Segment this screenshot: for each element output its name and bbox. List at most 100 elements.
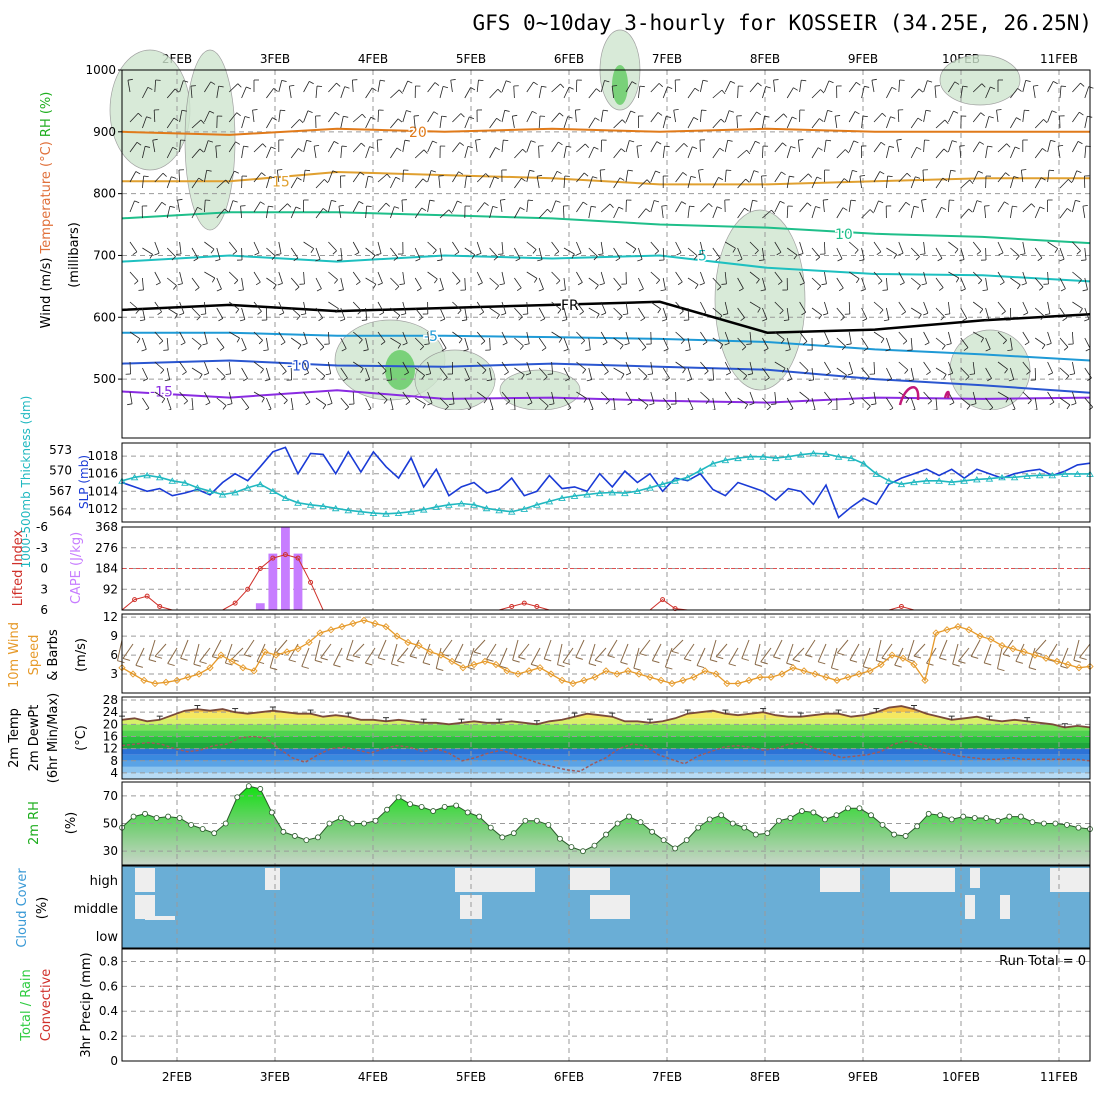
wind-barb-flag — [503, 139, 509, 141]
wind-barb — [625, 81, 633, 93]
wind-barb — [266, 247, 276, 257]
wind-barb-flag — [557, 309, 562, 314]
wind-barb-flag — [776, 251, 782, 256]
wind-barb-flag — [779, 200, 785, 204]
wind-barb-flag — [944, 119, 949, 124]
thickness-point — [960, 477, 969, 484]
precip-tick-label: 0 — [110, 1054, 118, 1068]
wind-barb-flag — [971, 655, 979, 659]
wind-speed-point — [591, 673, 599, 681]
wind-barb — [122, 643, 134, 659]
wind-barb — [871, 80, 875, 93]
wind-barb-flag — [376, 253, 382, 256]
wind-barb — [427, 82, 436, 93]
wind-barb-flag — [161, 201, 167, 206]
wind-barb — [253, 301, 262, 312]
wind-barb — [328, 361, 332, 374]
wind-barb — [671, 639, 684, 652]
wind-barb-flag — [779, 310, 784, 315]
wind-barb-flag — [1031, 203, 1036, 208]
wind-barb — [960, 397, 971, 406]
wind-barb-flag — [760, 289, 766, 292]
wind-barb — [960, 307, 968, 319]
wind-barb-flag — [604, 371, 609, 375]
wind-barb-flag — [528, 199, 534, 201]
wind-barb — [638, 367, 648, 377]
wind-barb — [1082, 206, 1086, 219]
wind-barb-flag — [716, 656, 724, 660]
wind-barb-flag — [818, 661, 826, 665]
wind-barb — [830, 647, 838, 669]
panel-frame — [121, 526, 1091, 611]
wind-barb-flag — [601, 312, 607, 316]
wind-barb-flag — [404, 139, 410, 142]
wind-barb — [454, 643, 464, 662]
isotherm-line — [121, 389, 1091, 404]
thickness-tick-label: 570 — [49, 463, 72, 477]
wind-barb-flag — [298, 148, 303, 152]
wind-speed-point — [558, 676, 566, 684]
wind-barb-flag — [715, 257, 721, 261]
wind-barb-flag — [1002, 340, 1007, 345]
wind-barb — [551, 200, 557, 213]
rh-point — [1052, 820, 1059, 827]
wind-barb-flag — [558, 141, 563, 146]
wind-barb-flag — [566, 145, 572, 148]
wind-barb — [514, 397, 516, 411]
wind-barb-flag — [976, 251, 982, 255]
wind-barb — [563, 367, 570, 379]
wind-barb — [514, 207, 521, 219]
wind-barb-flag — [1026, 371, 1031, 375]
wind-barb-flag — [497, 88, 502, 93]
wind-barb — [873, 112, 883, 123]
cloud-block — [1050, 868, 1090, 892]
thickness-point — [709, 460, 717, 467]
wind-barb-flag — [363, 349, 369, 352]
wind-tick-label: 6 — [110, 648, 118, 662]
wind-barb — [439, 86, 444, 99]
wind-barb — [873, 142, 882, 153]
wind-barb — [576, 271, 583, 283]
wind-barb-flag — [260, 201, 265, 205]
wind-barb — [142, 337, 147, 350]
lifted-index-point — [245, 586, 251, 592]
wind-barb-flag — [744, 207, 749, 212]
wind-barb-flag — [682, 172, 688, 176]
wind-barb — [576, 201, 584, 213]
wind-barb — [303, 110, 309, 123]
wind-barb — [762, 86, 767, 99]
wind-barb-flag — [893, 254, 897, 259]
wind-barb — [712, 147, 721, 159]
wind-barb — [1034, 119, 1044, 129]
y-axis-label: (%) — [64, 812, 79, 835]
wind-barb-flag — [344, 86, 350, 89]
wind-barb-flag — [621, 373, 625, 379]
wind-barb — [551, 141, 559, 153]
wind-barb — [228, 83, 239, 93]
rh-point — [533, 817, 540, 824]
wind-barb — [811, 397, 816, 410]
wind-barb-flag — [135, 664, 144, 668]
wind-barb-flag — [276, 253, 282, 256]
rh-point — [487, 824, 494, 831]
thickness-point — [671, 477, 679, 484]
wind-barb — [530, 647, 541, 665]
wind-barb-flag — [1015, 255, 1020, 261]
wind-barb-flag — [378, 657, 386, 661]
wind-barb-flag — [925, 109, 931, 112]
wind-barb-flag — [316, 288, 322, 292]
wind-barb — [972, 241, 982, 252]
wind-barb-flag — [786, 378, 792, 382]
wind-barb — [948, 361, 954, 374]
wind-barb — [315, 367, 326, 377]
wind-barb-flag — [689, 205, 695, 208]
wind-barb-flag — [987, 145, 993, 148]
wind-barb-flag — [399, 283, 405, 285]
wind-barb-flag — [1005, 172, 1010, 177]
wind-speed-point — [1031, 651, 1039, 659]
lifted-index-point — [232, 600, 238, 606]
rh-point — [845, 805, 851, 812]
wind-barb-flag — [256, 661, 265, 665]
wind-barb-flag — [277, 169, 283, 171]
wind-barb-flag — [699, 282, 705, 286]
